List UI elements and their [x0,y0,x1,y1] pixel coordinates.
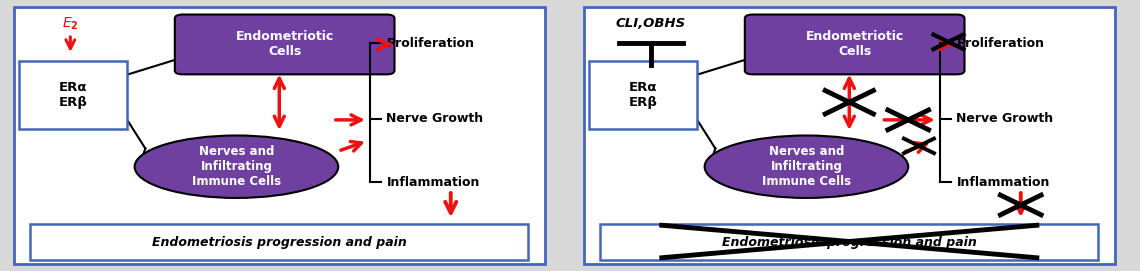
Text: CLI,OBHS: CLI,OBHS [616,17,686,30]
Text: ERα
ERβ: ERα ERβ [58,81,88,109]
FancyBboxPatch shape [589,61,697,129]
Text: $\mathbf{\mathit{E}_2}$: $\mathbf{\mathit{E}_2}$ [62,15,79,32]
Text: Endometriosis progression and pain: Endometriosis progression and pain [152,236,407,249]
Text: Nerve Growth: Nerve Growth [956,112,1053,125]
FancyBboxPatch shape [14,7,545,264]
Text: Proliferation: Proliferation [386,37,474,50]
Text: Proliferation: Proliferation [956,37,1044,50]
FancyBboxPatch shape [174,15,394,74]
Text: Endometriosis progression and pain: Endometriosis progression and pain [722,236,977,249]
FancyBboxPatch shape [30,224,529,260]
FancyBboxPatch shape [744,15,964,74]
Ellipse shape [135,136,339,198]
Text: Inflammation: Inflammation [956,176,1050,189]
Text: Inflammation: Inflammation [386,176,480,189]
Text: Endometriotic
Cells: Endometriotic Cells [236,30,334,59]
Text: Nerves and
Infiltrating
Immune Cells: Nerves and Infiltrating Immune Cells [762,145,850,188]
Ellipse shape [705,136,909,198]
Text: Nerve Growth: Nerve Growth [386,112,483,125]
Text: Nerves and
Infiltrating
Immune Cells: Nerves and Infiltrating Immune Cells [192,145,280,188]
FancyBboxPatch shape [19,61,127,129]
Text: ERα
ERβ: ERα ERβ [628,81,658,109]
FancyBboxPatch shape [584,7,1115,264]
FancyBboxPatch shape [600,224,1099,260]
Text: Endometriotic
Cells: Endometriotic Cells [806,30,904,59]
